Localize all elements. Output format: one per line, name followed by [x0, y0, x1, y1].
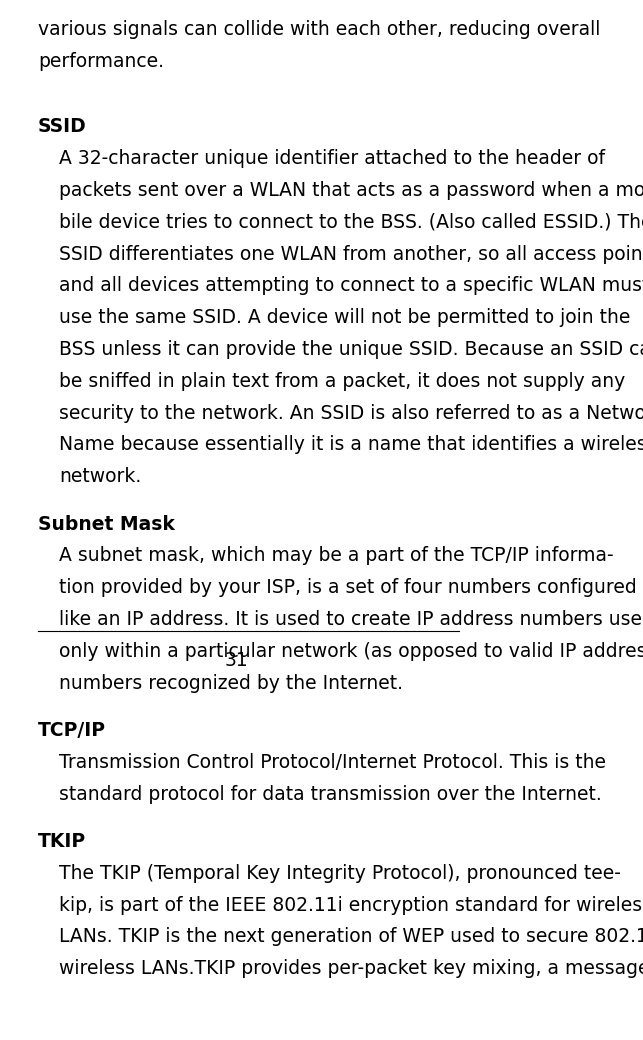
Text: numbers recognized by the Internet.: numbers recognized by the Internet. — [59, 674, 403, 693]
Text: only within a particular network (as opposed to valid IP address: only within a particular network (as opp… — [59, 642, 643, 660]
Text: 31: 31 — [225, 651, 248, 670]
Text: TCP/IP: TCP/IP — [38, 721, 106, 739]
Text: SSID differentiates one WLAN from another, so all access points: SSID differentiates one WLAN from anothe… — [59, 244, 643, 263]
Text: A 32-character unique identifier attached to the header of: A 32-character unique identifier attache… — [59, 149, 605, 168]
Text: tion provided by your ISP, is a set of four numbers configured: tion provided by your ISP, is a set of f… — [59, 578, 637, 597]
Text: BSS unless it can provide the unique SSID. Because an SSID can: BSS unless it can provide the unique SSI… — [59, 340, 643, 359]
Text: Subnet Mask: Subnet Mask — [38, 515, 175, 534]
Text: security to the network. An SSID is also referred to as a Network: security to the network. An SSID is also… — [59, 404, 643, 422]
Text: bile device tries to connect to the BSS. (Also called ESSID.) The: bile device tries to connect to the BSS.… — [59, 213, 643, 232]
Text: kip, is part of the IEEE 802.11i encryption standard for wireless: kip, is part of the IEEE 802.11i encrypt… — [59, 895, 643, 914]
Text: LANs. TKIP is the next generation of WEP used to secure 802.11: LANs. TKIP is the next generation of WEP… — [59, 928, 643, 946]
Text: TKIP: TKIP — [38, 832, 86, 851]
Text: packets sent over a WLAN that acts as a password when a mo-: packets sent over a WLAN that acts as a … — [59, 181, 643, 200]
Text: Name because essentially it is a name that identifies a wireless: Name because essentially it is a name th… — [59, 436, 643, 454]
Text: network.: network. — [59, 467, 141, 486]
Text: performance.: performance. — [38, 52, 164, 71]
Text: use the same SSID. A device will not be permitted to join the: use the same SSID. A device will not be … — [59, 308, 631, 328]
Text: Transmission Control Protocol/Internet Protocol. This is the: Transmission Control Protocol/Internet P… — [59, 753, 606, 772]
Text: be sniffed in plain text from a packet, it does not supply any: be sniffed in plain text from a packet, … — [59, 371, 626, 391]
Text: SSID: SSID — [38, 118, 87, 136]
Text: and all devices attempting to connect to a specific WLAN must: and all devices attempting to connect to… — [59, 277, 643, 295]
Text: standard protocol for data transmission over the Internet.: standard protocol for data transmission … — [59, 784, 602, 804]
Text: A subnet mask, which may be a part of the TCP/IP informa-: A subnet mask, which may be a part of th… — [59, 546, 614, 566]
Text: various signals can collide with each other, reducing overall: various signals can collide with each ot… — [38, 20, 600, 38]
Text: The TKIP (Temporal Key Integrity Protocol), pronounced tee-: The TKIP (Temporal Key Integrity Protoco… — [59, 864, 621, 883]
Text: like an IP address. It is used to create IP address numbers used: like an IP address. It is used to create… — [59, 610, 643, 629]
Text: wireless LANs.TKIP provides per-packet key mixing, a message: wireless LANs.TKIP provides per-packet k… — [59, 959, 643, 979]
